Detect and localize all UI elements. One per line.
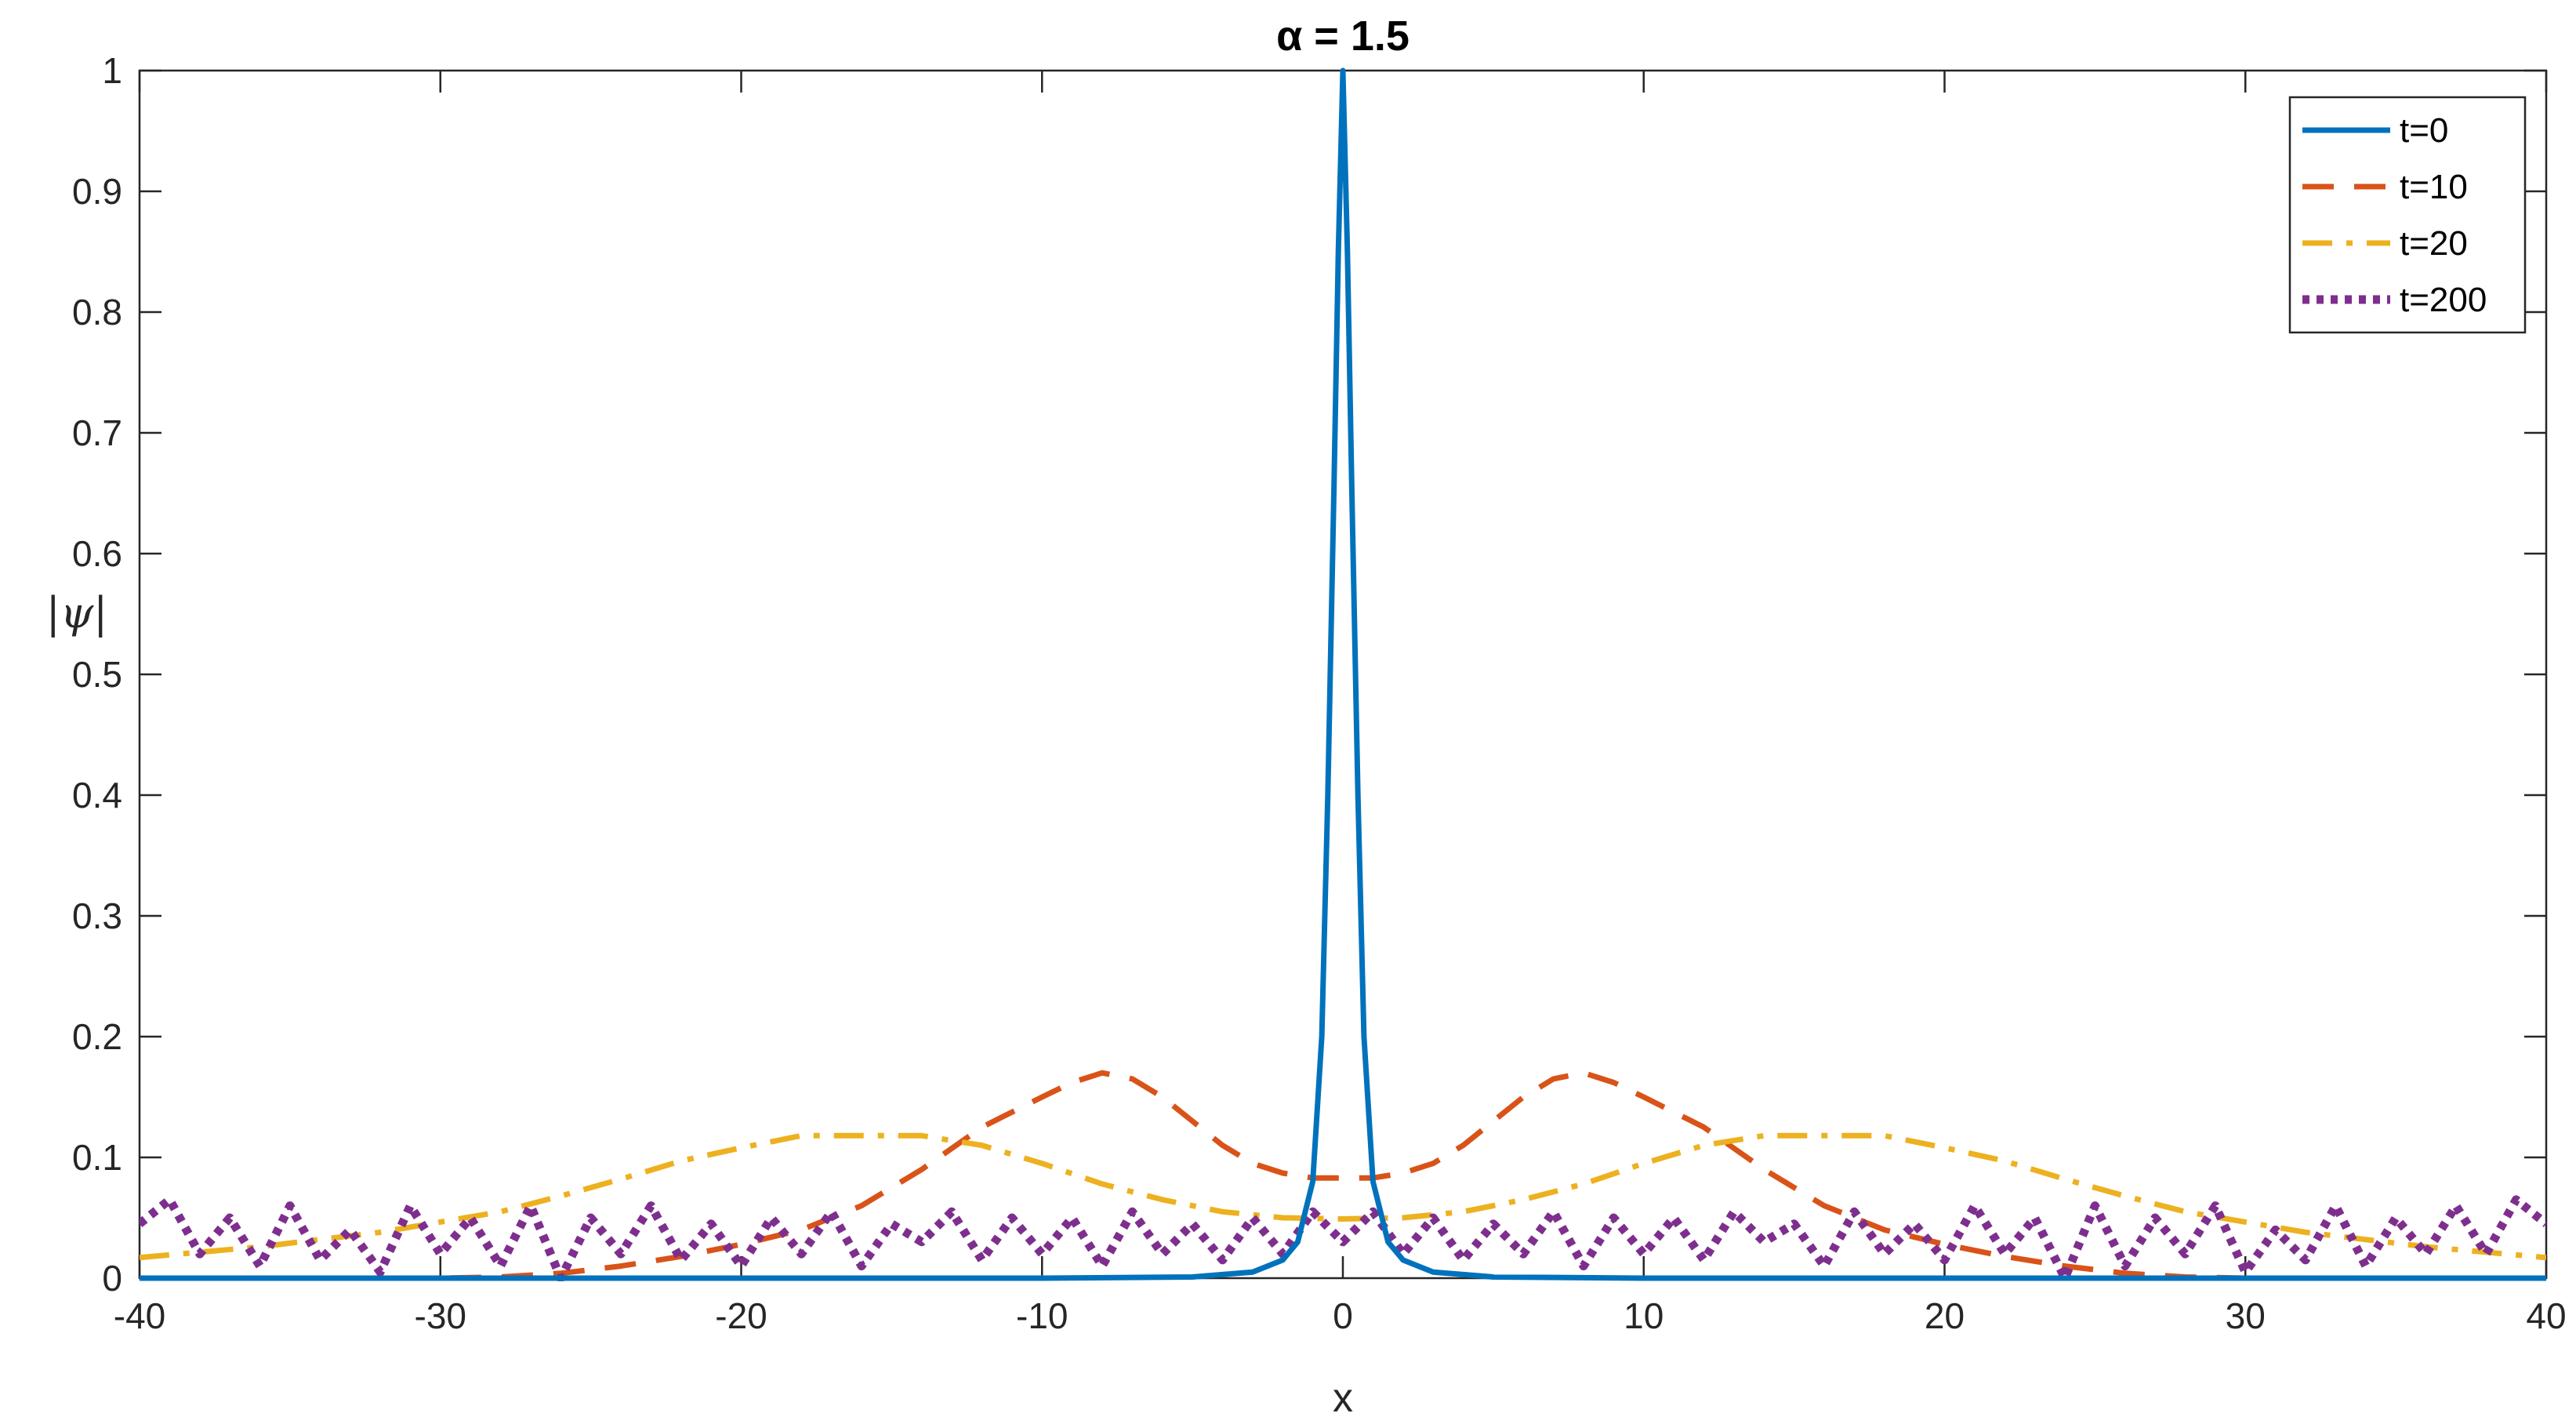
legend-label: t=20 (2400, 224, 2468, 263)
x-axis-label: x (1333, 1375, 1353, 1421)
y-tick-label: 0.7 (72, 412, 122, 453)
y-tick-label: 0.6 (72, 533, 122, 574)
x-tick-label: 40 (2526, 1295, 2566, 1336)
legend-label: t=200 (2400, 281, 2487, 319)
legend-label: t=10 (2400, 168, 2468, 206)
x-tick-label: -10 (1016, 1295, 1068, 1336)
x-tick-label: 20 (1925, 1295, 1965, 1336)
x-tick-label: 30 (2226, 1295, 2266, 1336)
x-tick-label: 10 (1624, 1295, 1664, 1336)
y-tick-label: 0.8 (72, 292, 122, 332)
y-tick-label: 0.5 (72, 654, 122, 695)
x-tick-label: -40 (114, 1295, 165, 1336)
y-tick-label: 0.4 (72, 775, 122, 816)
legend-box (2288, 96, 2527, 334)
y-axis-label: |ψ| (46, 588, 108, 638)
x-tick-label: -30 (415, 1295, 466, 1336)
y-tick-label: 0.2 (72, 1016, 122, 1057)
series-line-t=20 (140, 1132, 2546, 1261)
x-tick-label: 0 (1333, 1295, 1353, 1336)
legend: t=0 t=10 t=20 t=200 (2288, 96, 2527, 334)
x-tick-label: -20 (715, 1295, 767, 1336)
y-tick-label: 0.1 (72, 1137, 122, 1178)
y-tick-label: 0.3 (72, 895, 122, 936)
y-tick-label: 0.9 (72, 171, 122, 212)
series-line-t=200 (140, 1195, 2546, 1281)
series-lines (140, 67, 2546, 1281)
y-tick-label: 1 (102, 50, 122, 91)
axis-ticks: -40 -30 -20 -10 0 10 20 30 40 0 0.1 0.2 0.3 0.4 0.5 0.6… (72, 50, 2567, 1336)
legend-label: t=0 (2400, 111, 2448, 150)
series-line-t=0 (140, 67, 2546, 1281)
chart-title: α = 1.5 (1276, 13, 1410, 60)
y-tick-label: 0 (102, 1258, 122, 1299)
plot-frame (138, 69, 2548, 1280)
